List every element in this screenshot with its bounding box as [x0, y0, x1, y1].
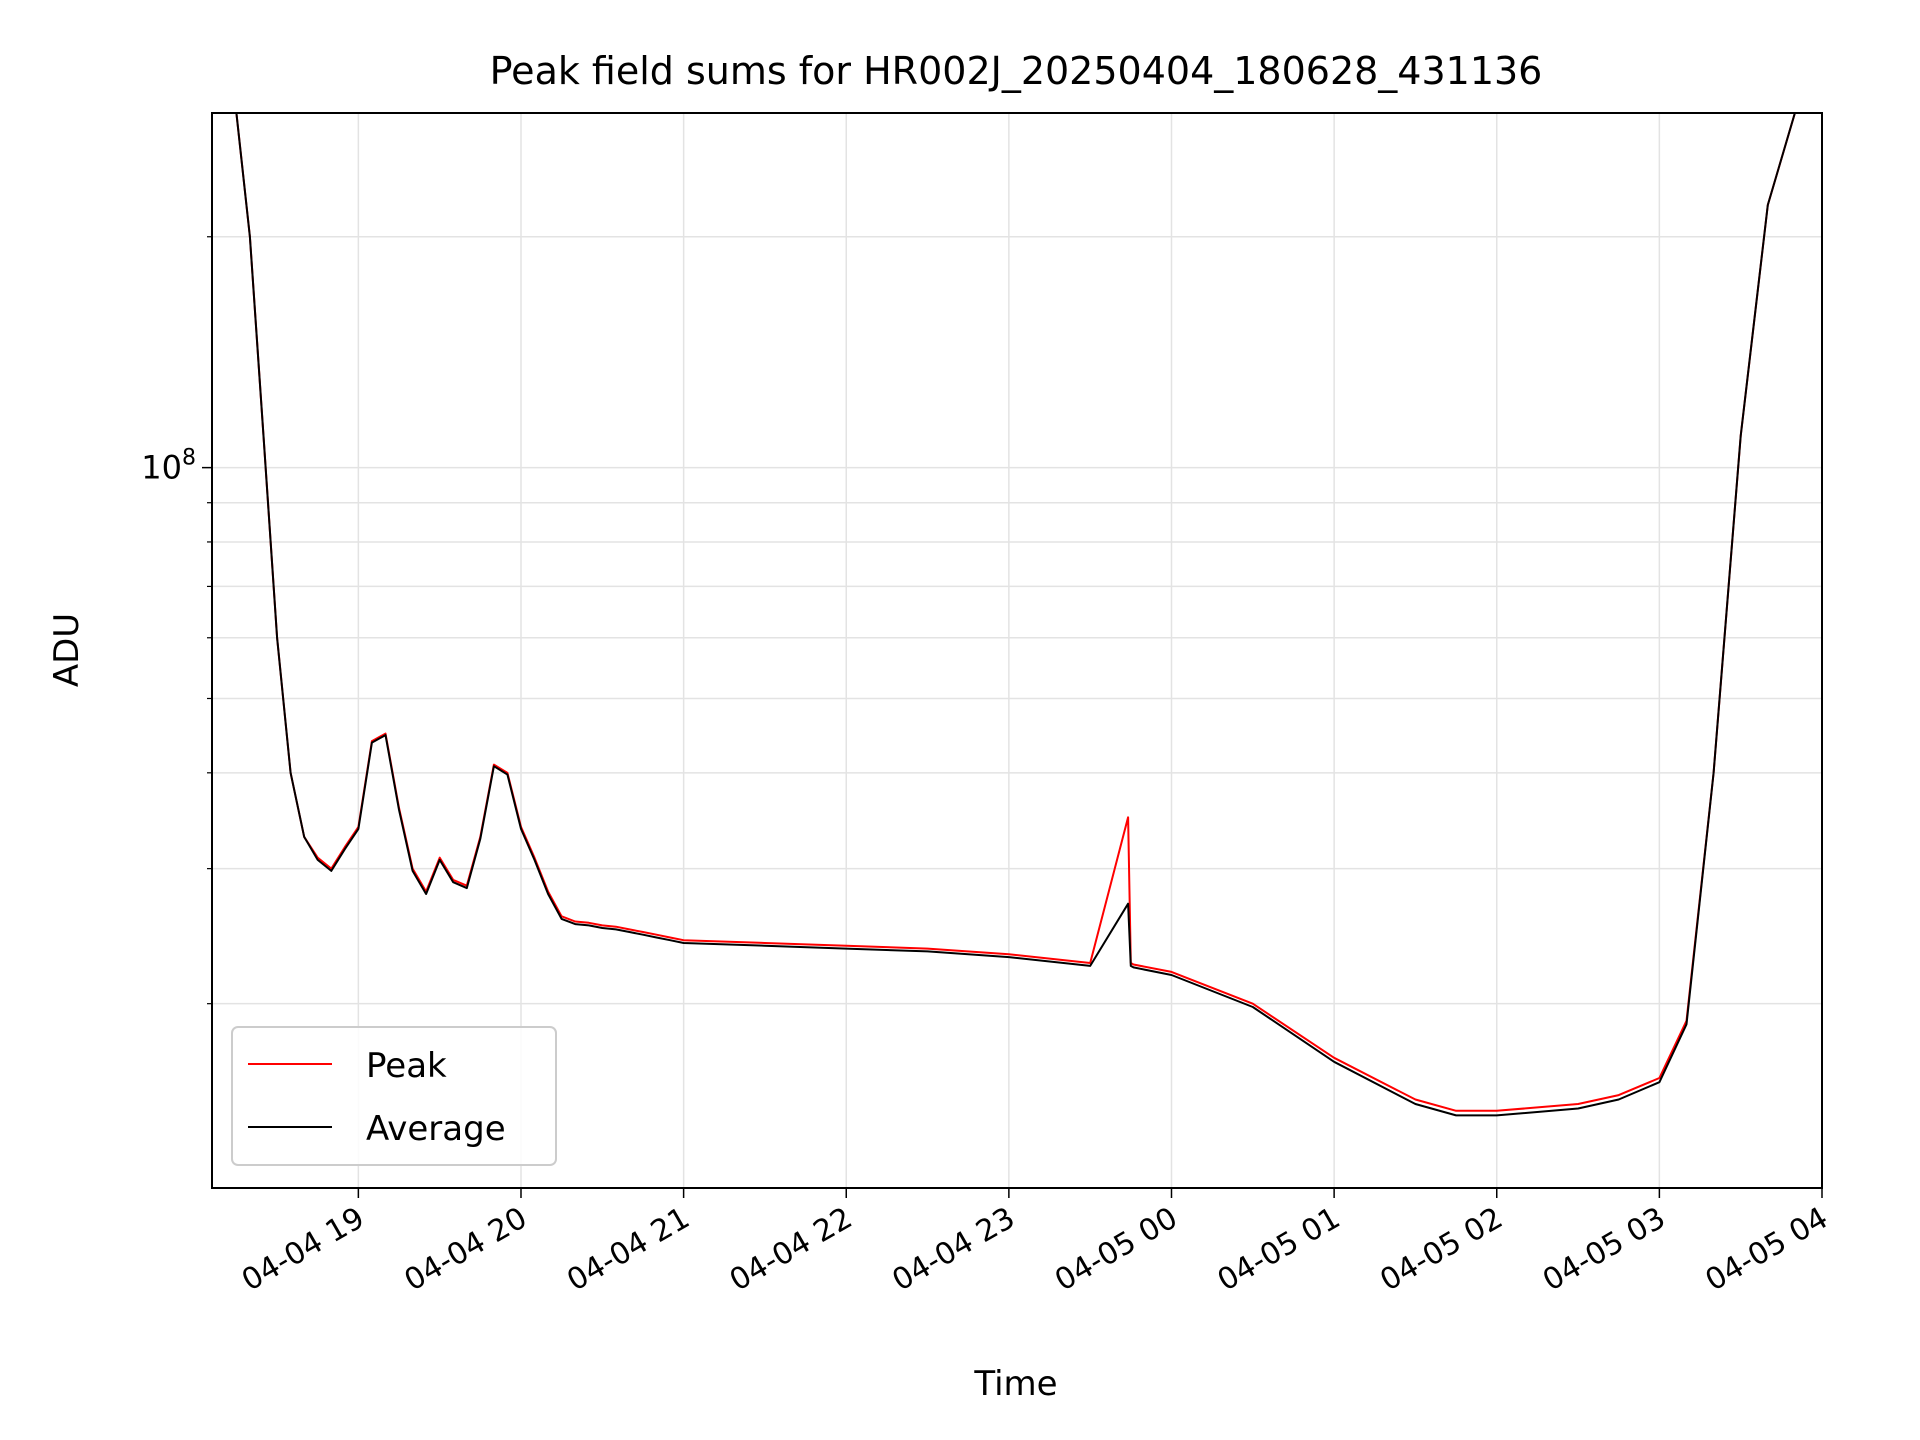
legend-label-average: Average: [366, 1109, 506, 1149]
y-tick-label-exponent: 8: [182, 446, 196, 471]
series-line-average: [212, 113, 1822, 1117]
x-axis-label: Time: [973, 1364, 1057, 1404]
legend-box: [231, 1026, 557, 1166]
plot-frame: [211, 112, 1823, 1189]
chart-title: Peak field sums for HR002J_20250404_1806…: [490, 49, 1543, 93]
series-layer: [212, 113, 1822, 1117]
y-axis-label: ADU: [47, 613, 87, 687]
legend: Peak Average: [231, 1026, 557, 1166]
y-tick-label: 108: [141, 446, 196, 487]
legend-label-peak: Peak: [366, 1046, 447, 1086]
series-line-peak: [212, 113, 1822, 1112]
y-axis: 108: [141, 236, 212, 1005]
y-tick-label-base: 10: [141, 449, 182, 487]
